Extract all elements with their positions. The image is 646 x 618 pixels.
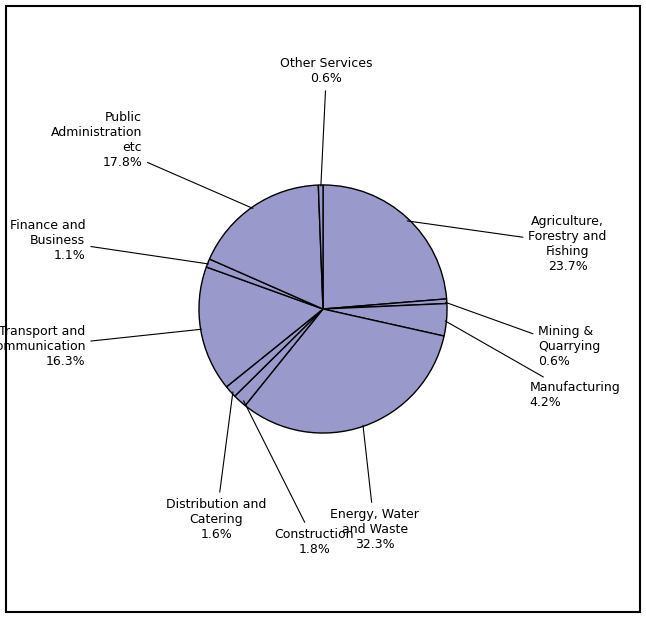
Wedge shape <box>227 309 323 396</box>
Wedge shape <box>323 303 447 336</box>
Text: Manufacturing
4.2%: Manufacturing 4.2% <box>445 321 620 409</box>
Wedge shape <box>206 259 323 309</box>
Wedge shape <box>199 267 323 387</box>
Wedge shape <box>323 185 446 309</box>
Text: Mining &
Quarrying
0.6%: Mining & Quarrying 0.6% <box>446 302 601 368</box>
Text: Energy, Water
and Waste
32.3%: Energy, Water and Waste 32.3% <box>330 425 419 551</box>
Text: Construction
1.8%: Construction 1.8% <box>244 400 354 556</box>
Wedge shape <box>245 309 444 433</box>
Text: Distribution and
Catering
1.6%: Distribution and Catering 1.6% <box>166 392 266 541</box>
Text: Transport and
Communication
16.3%: Transport and Communication 16.3% <box>0 326 202 368</box>
Wedge shape <box>318 185 323 309</box>
Text: Other Services
0.6%: Other Services 0.6% <box>280 57 373 186</box>
Text: Finance and
Business
1.1%: Finance and Business 1.1% <box>10 219 209 264</box>
Wedge shape <box>209 185 323 309</box>
Wedge shape <box>234 309 323 405</box>
Wedge shape <box>323 299 447 309</box>
Text: Public
Administration
etc
17.8%: Public Administration etc 17.8% <box>51 111 253 208</box>
Text: Agriculture,
Forestry and
Fishing
23.7%: Agriculture, Forestry and Fishing 23.7% <box>407 214 607 273</box>
